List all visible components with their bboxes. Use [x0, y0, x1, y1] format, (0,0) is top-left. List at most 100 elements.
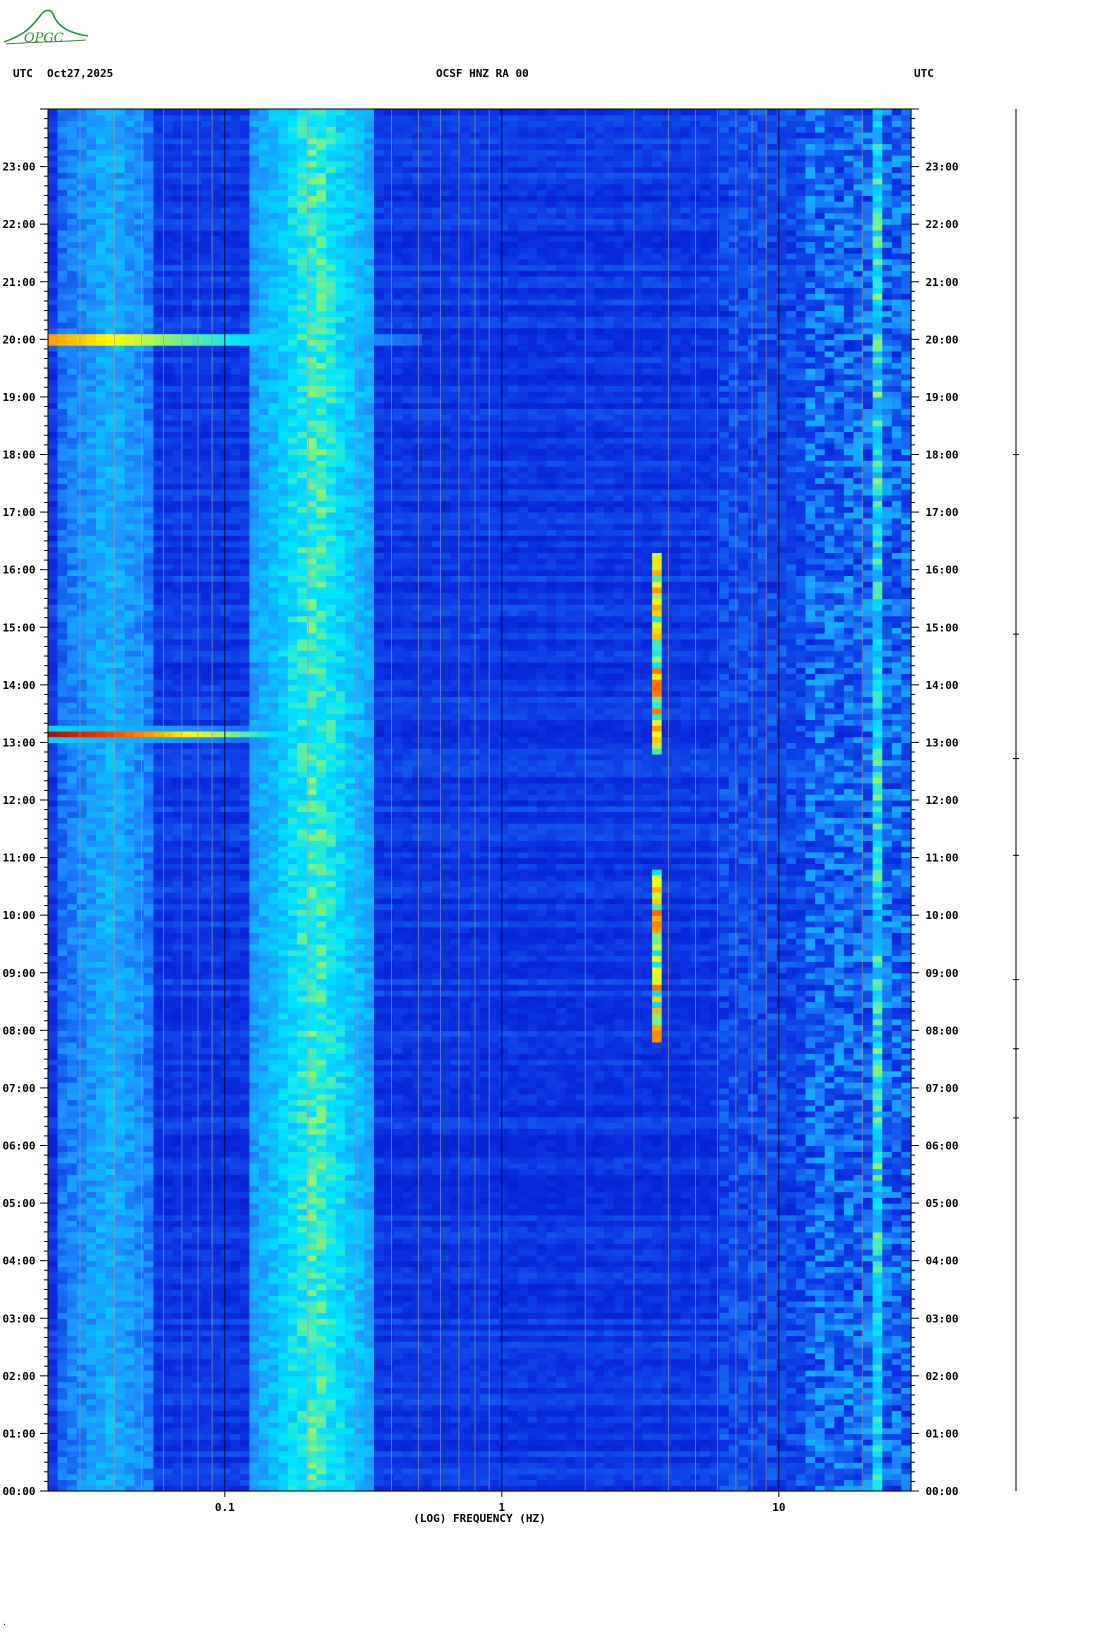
- heatmap-cell: [354, 1226, 366, 1233]
- heatmap-cell: [709, 1439, 720, 1446]
- heatmap-cell: [57, 1260, 68, 1268]
- heatmap-cell: [412, 1462, 423, 1469]
- heatmap-cell: [623, 1231, 634, 1239]
- heatmap-cell: [172, 1272, 183, 1279]
- heatmap-cell: [901, 1272, 912, 1279]
- heatmap-cell: [709, 1208, 720, 1216]
- heatmap-cell: [441, 1295, 452, 1302]
- heatmap-cell: [239, 1398, 250, 1406]
- heatmap-cell: [795, 1197, 807, 1204]
- heatmap-cell: [105, 1295, 116, 1302]
- heatmap-cell: [220, 1306, 231, 1314]
- heatmap-cell: [815, 1220, 826, 1227]
- heatmap-cell: [556, 1289, 567, 1296]
- heatmap-cell: [230, 1485, 241, 1492]
- heatmap-cell: [527, 1312, 538, 1319]
- heatmap-cell: [364, 1237, 375, 1244]
- heatmap-cell: [278, 1300, 289, 1308]
- heatmap-cell: [402, 1283, 413, 1291]
- heatmap-cell: [421, 1341, 433, 1348]
- heatmap-cell: [354, 1341, 366, 1348]
- heatmap-cell: [191, 1306, 203, 1314]
- heatmap-cell: [287, 1473, 298, 1481]
- heatmap-cell: [767, 1398, 778, 1406]
- heatmap-cell: [738, 1289, 749, 1296]
- heatmap-cell: [719, 1249, 730, 1256]
- heatmap-cell: [306, 1329, 318, 1337]
- heatmap-cell: [412, 1318, 423, 1325]
- heatmap-cell: [431, 1341, 442, 1348]
- heatmap-cell: [258, 1220, 270, 1227]
- heatmap-cell: [594, 1306, 605, 1314]
- heatmap-cell: [776, 1295, 787, 1302]
- heatmap-cell: [287, 1358, 298, 1365]
- heatmap-cell: [201, 1203, 212, 1210]
- heatmap-cell: [537, 1358, 548, 1365]
- heatmap-cell: [575, 1398, 586, 1406]
- heatmap-cell: [374, 1450, 385, 1458]
- heatmap-cell: [537, 1485, 548, 1492]
- heatmap-cell: [767, 1364, 778, 1371]
- heatmap-cell: [719, 1289, 730, 1296]
- heatmap-cell: [441, 1427, 452, 1435]
- heatmap-cell: [220, 1427, 231, 1435]
- heatmap-cell: [220, 1364, 231, 1371]
- heatmap-cell: [565, 1318, 576, 1325]
- heatmap-cell: [124, 1456, 135, 1463]
- heatmap-cell: [67, 1306, 78, 1314]
- heatmap-cell: [632, 1398, 644, 1406]
- heatmap-cell: [383, 1335, 394, 1342]
- heatmap-cell: [201, 1277, 212, 1285]
- heatmap-cell: [700, 1370, 711, 1377]
- heatmap-cell: [249, 1174, 260, 1181]
- heatmap-cell: [268, 1329, 279, 1337]
- heatmap-cell: [767, 1416, 778, 1423]
- heatmap-cell: [575, 1277, 586, 1285]
- heatmap-cell: [661, 1421, 672, 1429]
- heatmap-cell: [48, 1467, 59, 1475]
- heatmap-cell: [795, 1416, 807, 1423]
- heatmap-cell: [354, 1398, 366, 1406]
- heatmap-cell: [239, 1226, 250, 1233]
- heatmap-cell: [421, 1203, 433, 1210]
- heatmap-cell: [613, 1243, 624, 1250]
- heatmap-cell: [450, 1341, 461, 1348]
- heatmap-cell: [354, 1295, 366, 1302]
- heatmap-cell: [172, 1427, 183, 1435]
- heatmap-cell: [249, 1266, 260, 1273]
- heatmap-cell: [652, 1324, 663, 1331]
- heatmap-cell: [460, 1433, 471, 1440]
- heatmap-cell: [115, 1462, 126, 1469]
- heatmap-cell: [489, 1283, 500, 1291]
- heatmap-cell: [172, 1254, 183, 1262]
- heatmap-cell: [632, 1203, 644, 1210]
- heatmap-cell: [201, 1300, 212, 1308]
- heatmap-cell: [863, 1352, 874, 1360]
- heatmap-cell: [278, 1191, 289, 1198]
- heatmap-cell: [172, 1324, 183, 1331]
- heatmap-cell: [163, 1318, 174, 1325]
- heatmap-cell: [95, 1439, 107, 1446]
- heatmap-cell: [182, 1254, 193, 1262]
- heatmap-cell: [441, 1404, 452, 1411]
- heatmap-cell: [450, 1300, 461, 1308]
- heatmap-cell: [767, 1352, 778, 1360]
- heatmap-cell: [57, 1272, 68, 1279]
- heatmap-cell: [383, 1197, 394, 1204]
- heatmap-cell: [105, 1387, 116, 1394]
- heatmap-cell: [824, 1295, 835, 1302]
- heatmap-cell: [345, 1283, 356, 1291]
- heatmap-cell: [527, 1450, 538, 1458]
- heatmap-cell: [498, 1416, 509, 1423]
- heatmap-cell: [421, 1237, 433, 1244]
- heatmap-cell: [479, 1485, 490, 1492]
- heatmap-cell: [872, 1393, 883, 1400]
- heatmap-cell: [220, 1289, 231, 1296]
- heatmap-cell: [249, 1306, 260, 1314]
- heatmap-cell: [594, 1214, 605, 1221]
- heatmap-cell: [680, 1249, 692, 1256]
- heatmap-cell: [431, 1249, 442, 1256]
- heatmap-cell: [249, 1416, 260, 1423]
- heatmap-cell: [776, 1381, 787, 1388]
- heatmap-cell: [747, 1312, 759, 1319]
